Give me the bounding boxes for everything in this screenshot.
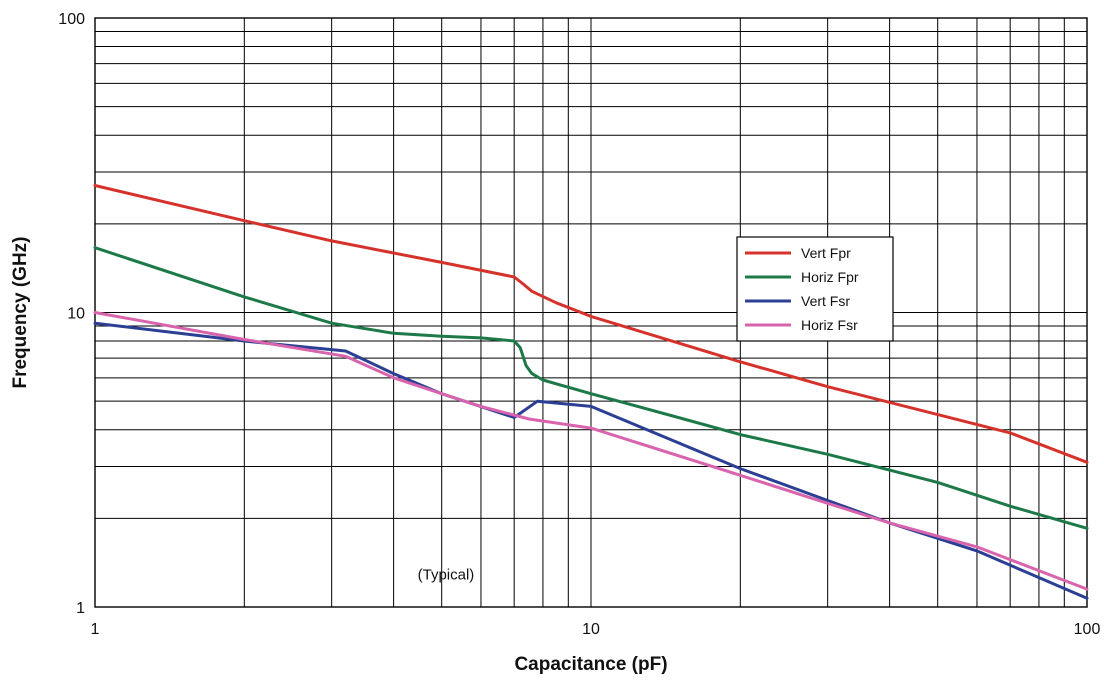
legend-label: Horiz Fpr [801,269,859,285]
series-line-1 [93,246,1089,530]
legend-label: Vert Fpr [801,245,851,261]
y-tick-label: 100 [58,11,85,28]
y-tick-labels: 1 10 100 [58,11,85,617]
x-tick-labels: 1 10 100 [91,621,1101,638]
x-tick-label: 1 [91,621,100,638]
y-tick-label: 1 [76,600,85,617]
x-axis-title: Capacitance (pF) [514,654,667,675]
legend-label: Horiz Fsr [801,317,858,333]
series-line-3 [93,311,1089,591]
grid [94,17,1088,608]
y-axis-title: Frequency (GHz) [10,236,31,388]
typical-annotation: (Typical) [418,566,475,583]
x-tick-label: 10 [582,621,600,638]
legend: Vert Fpr Horiz Fpr Vert Fsr Horiz Fsr [736,236,894,342]
series-group [93,184,1089,600]
y-tick-label: 10 [67,306,85,323]
legend-label: Vert Fsr [801,293,850,309]
x-tick-label: 100 [1074,621,1101,638]
series-line-0 [93,184,1089,464]
